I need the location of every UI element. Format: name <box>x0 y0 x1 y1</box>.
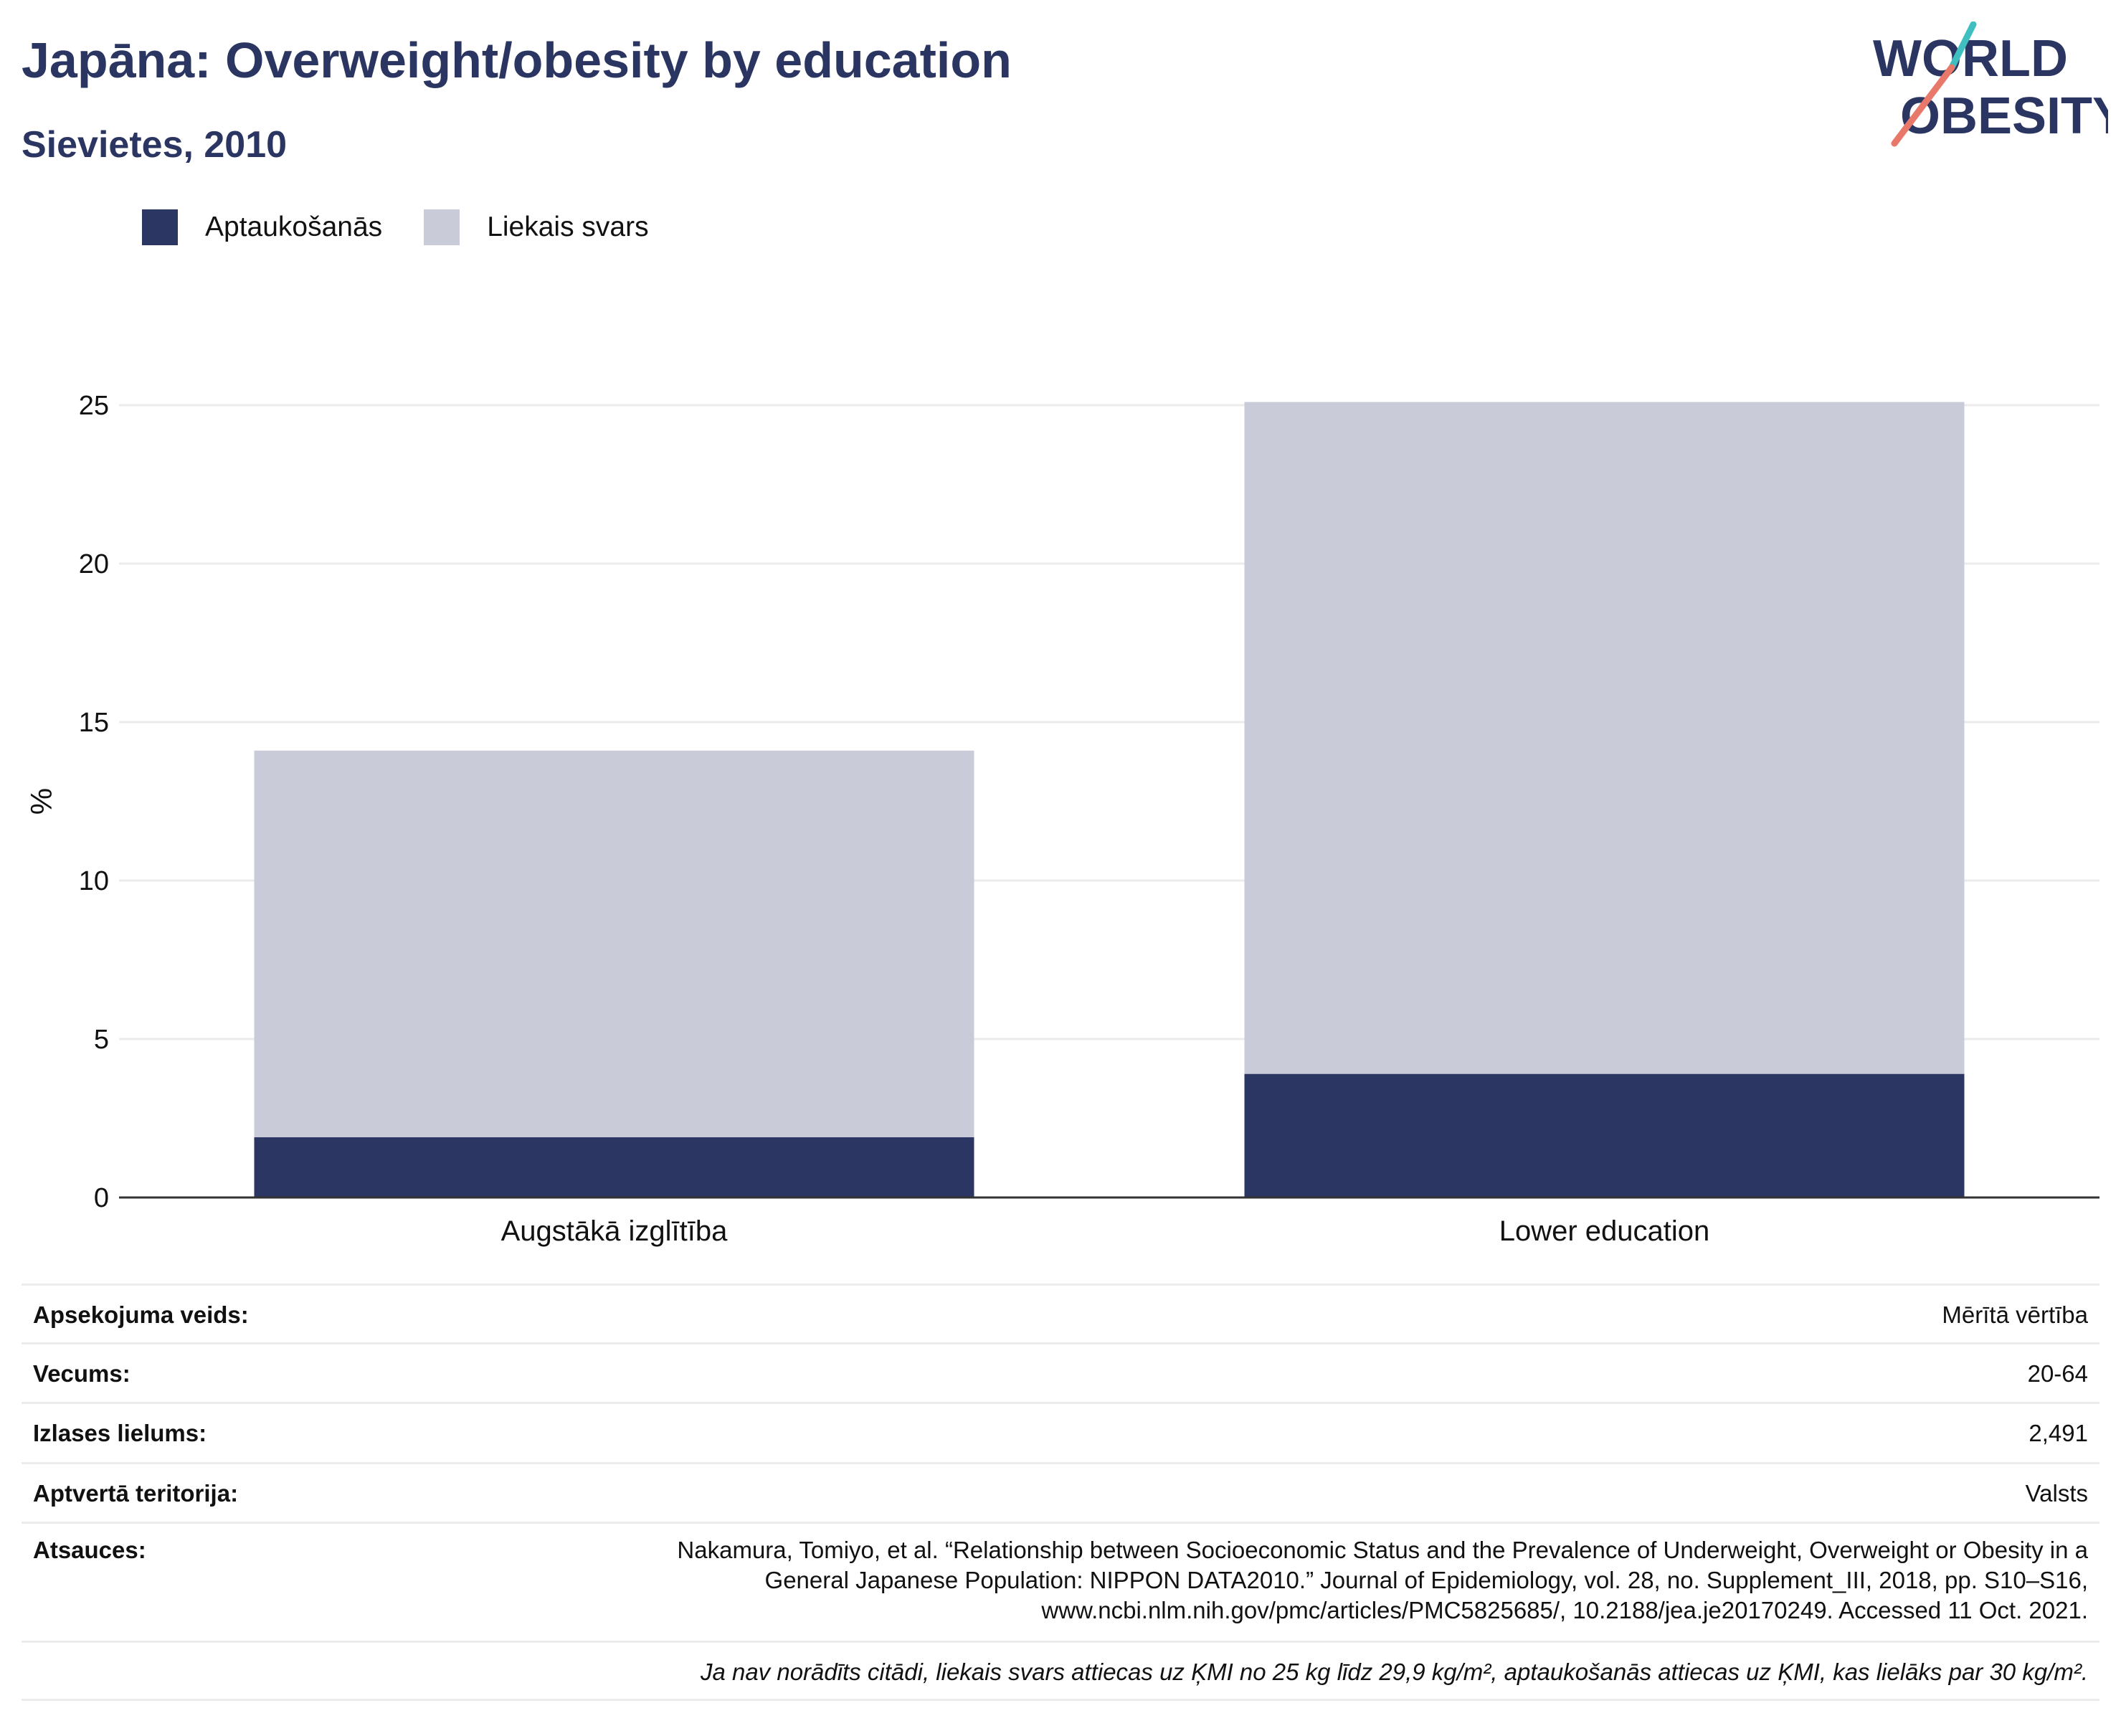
meta-label: Aptvertā teritorija: <box>33 1480 239 1507</box>
meta-value: 2,491 <box>2029 1420 2088 1446</box>
bar-overweight <box>254 750 974 1138</box>
world-obesity-logo: WORLD OBESITY <box>1873 22 2108 147</box>
logo-line2: OBESITY <box>1900 87 2108 145</box>
bar-obesity <box>1244 1073 1965 1197</box>
y-tick-label: 25 <box>79 391 109 421</box>
legend-item-obesity: Aptaukošanās <box>142 209 382 245</box>
y-tick-label: 0 <box>94 1183 109 1213</box>
y-tick-label: 15 <box>79 708 109 738</box>
legend-label-overweight: Liekais svars <box>487 212 649 242</box>
x-tick-label: Lower education <box>1499 1215 1710 1247</box>
y-tick-label: 5 <box>94 1025 109 1055</box>
reference-line: Nakamura, Tomiyo, et al. “Relationship b… <box>677 1537 2088 1563</box>
bar-chart: 0 5 10 15 20 25% Augstākā izglītība Lower educa… <box>24 391 2099 1247</box>
reference-line: www.ncbi.nlm.nih.gov/pmc/articles/PMC582… <box>1041 1597 2088 1623</box>
bar-overweight <box>1244 402 1965 1074</box>
meta-value: Mērītā vērtība <box>1942 1301 2088 1328</box>
logo-line1: WORLD <box>1873 30 2068 87</box>
legend-swatch-obesity <box>142 209 178 245</box>
legend-swatch-overweight <box>424 209 460 245</box>
y-axis-label: % <box>24 788 58 815</box>
metadata-table: Apsekojuma veids: Mērītā vērtība Vecums:… <box>22 1284 2099 1701</box>
meta-value: Valsts <box>2025 1480 2088 1507</box>
y-tick-label: 10 <box>79 866 109 896</box>
meta-row-sample-size: Izlases lielums: 2,491 <box>22 1402 2099 1462</box>
page-title: Japāna: Overweight/obesity by education <box>22 32 1012 88</box>
meta-label: Izlases lielums: <box>33 1420 207 1446</box>
meta-row-coverage: Aptvertā teritorija: Valsts <box>22 1462 2099 1522</box>
meta-row-footnote: Ja nav norādīts citādi, liekais svars at… <box>22 1641 2099 1701</box>
meta-row-age: Vecums: 20-64 <box>22 1342 2099 1402</box>
legend-label-obesity: Aptaukošanās <box>205 212 383 242</box>
meta-value: 20-64 <box>2027 1360 2088 1387</box>
page-subtitle: Sievietes, 2010 <box>22 124 288 166</box>
meta-label: Apsekojuma veids: <box>33 1301 249 1328</box>
meta-row-survey-type: Apsekojuma veids: Mērītā vērtība <box>22 1284 2099 1342</box>
x-tick-label: Augstākā izglītība <box>501 1215 728 1247</box>
meta-label: Vecums: <box>33 1360 131 1387</box>
reference-line: General Japanese Population: NIPPON DATA… <box>764 1567 2088 1593</box>
legend-item-overweight: Liekais svars <box>424 209 649 245</box>
bar-obesity <box>254 1137 974 1197</box>
meta-label: Atsauces: <box>33 1537 146 1563</box>
y-tick-label: 20 <box>79 549 109 579</box>
chart-legend: Aptaukošanās Liekais svars <box>142 209 691 245</box>
references-text: Nakamura, Tomiyo, et al. “Relationship b… <box>677 1535 2088 1626</box>
footnote-text: Ja nav norādīts citādi, liekais svars at… <box>700 1659 2088 1685</box>
meta-row-references: Atsauces: Nakamura, Tomiyo, et al. “Rela… <box>22 1522 2099 1641</box>
